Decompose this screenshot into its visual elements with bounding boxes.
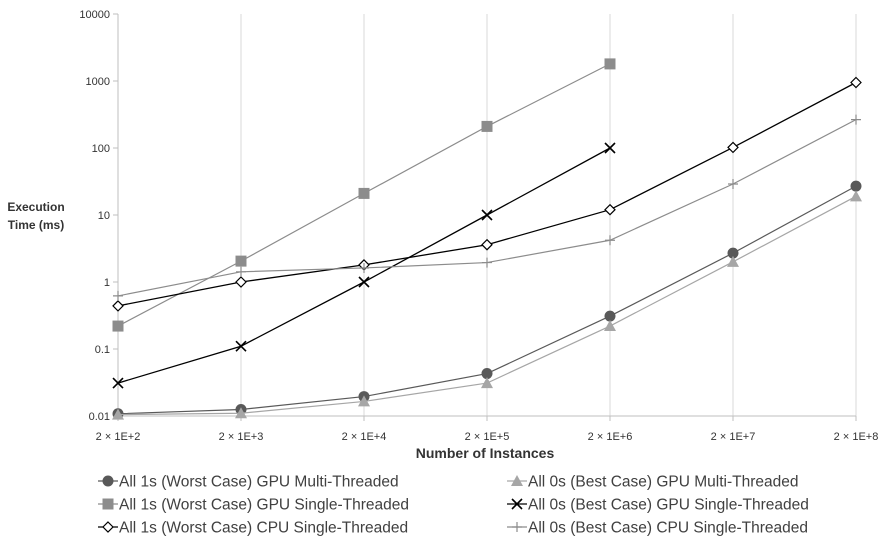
data-point [235,276,247,288]
legend-entry-1: All 1s (Worst Case) GPU Multi-Threaded [98,474,399,491]
y-tick-label: 1 [104,277,110,289]
x-tick-label: 2 × 1E+2 [96,431,141,443]
data-point [604,142,616,154]
y-tick-label: 10000 [79,9,110,21]
data-point [235,407,247,419]
series-layer [112,58,862,420]
data-point [851,114,861,125]
legend-label: All 1s (Worst Case) CPU Single-Threaded [119,520,408,537]
data-point [481,368,493,380]
data-point [604,58,616,70]
data-point [850,190,862,202]
legend-entry-5: All 1s (Worst Case) CPU Single-Threaded [98,520,408,537]
legend-marker [512,522,522,532]
data-point [235,340,247,352]
data-point [358,395,370,407]
x-tick-label: 2 × 1E+3 [219,431,264,443]
data-point [482,257,492,268]
data-point [112,300,124,312]
data-point [112,320,124,332]
legend-marker [102,475,114,487]
y-tick-label: 0.01 [89,411,110,423]
data-point [728,179,738,190]
data-point [113,290,123,301]
data-point [112,377,124,389]
legend-entry-2: All 0s (Best Case) GPU Multi-Threaded [507,474,798,491]
x-tick-labels: 2 × 1E+2 2 × 1E+3 2 × 1E+4 2 × 1E+5 2 × 1E+6… [96,431,879,443]
data-point [850,180,862,192]
legend-marker [511,475,523,486]
series-6 [113,114,861,301]
y-tick-label: 0.1 [95,344,110,356]
legend: All 1s (Worst Case) GPU Multi-Threaded Al… [98,474,809,537]
data-point [727,247,739,259]
data-point [481,238,493,251]
data-point [727,141,739,154]
data-point [359,262,369,273]
legend-label: All 0s (Best Case) GPU Single-Threaded [528,497,809,514]
x-tick-label: 2 × 1E+6 [588,431,633,443]
legend-label: All 0s (Best Case) CPU Single-Threaded [528,520,808,537]
x-tick-label: 2 × 1E+8 [834,431,879,443]
y-tick-labels: 10000 1000 100 10 1 0.1 0.01 [79,9,110,423]
data-point [604,310,616,322]
legend-marker [102,498,114,510]
series-2 [112,190,862,420]
gridlines [240,14,857,416]
data-point [112,408,124,420]
legend-entry-3: All 1s (Worst Case) GPU Single-Threaded [98,497,409,514]
data-point [604,203,616,216]
data-point [850,76,862,89]
legend-entry-6: All 0s (Best Case) CPU Single-Threaded [507,520,808,537]
series-4 [112,142,616,389]
x-axis-title: Number of Instances [416,445,555,461]
data-point [604,320,616,332]
series-3 [112,58,616,332]
x-tick-label: 2 × 1E+5 [465,431,510,443]
legend-marker [102,521,114,533]
data-point [481,377,493,389]
legend-label: All 0s (Best Case) GPU Multi-Threaded [528,474,798,491]
x-tick-label: 2 × 1E+7 [711,431,756,443]
data-point [727,255,739,267]
data-point [481,120,493,132]
data-point [481,209,493,221]
x-tick-label: 2 × 1E+4 [342,431,387,443]
data-point [358,187,370,199]
legend-label: All 1s (Worst Case) GPU Multi-Threaded [119,474,399,491]
data-point [605,235,615,246]
data-point [358,276,370,288]
y-axis-title-line2: Time (ms) [8,218,64,232]
legend-marker [511,498,523,510]
data-point [235,255,247,267]
legend-entry-4: All 0s (Best Case) GPU Single-Threaded [507,497,809,514]
y-tick-label: 100 [92,143,110,155]
y-tick-label: 1000 [86,76,110,88]
y-tick-label: 10 [98,210,110,222]
data-point [236,266,246,277]
legend-label: All 1s (Worst Case) GPU Single-Threaded [119,497,409,514]
y-axis-title-line1: Execution [7,200,64,214]
